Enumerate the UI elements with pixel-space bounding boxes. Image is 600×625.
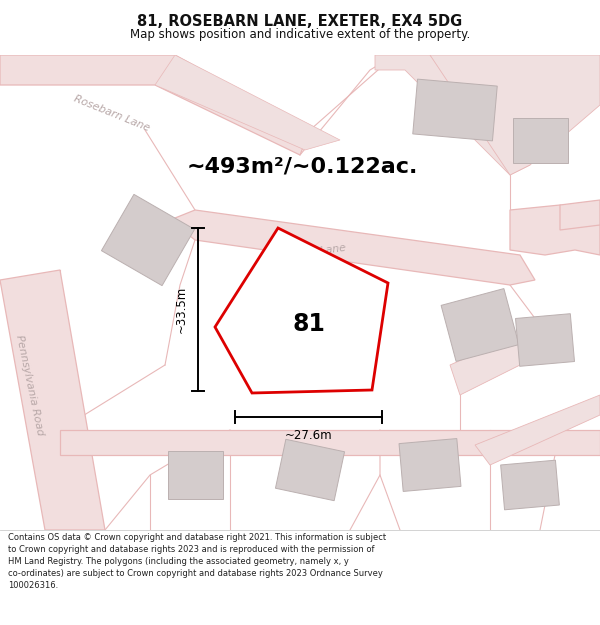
Polygon shape [167,451,223,499]
Polygon shape [275,439,344,501]
Polygon shape [515,314,574,366]
Polygon shape [413,79,497,141]
Polygon shape [155,55,340,150]
Polygon shape [0,270,105,530]
Polygon shape [450,325,560,395]
Polygon shape [399,439,461,491]
Polygon shape [500,460,559,510]
Polygon shape [0,55,310,155]
Text: Rosebarn Lane: Rosebarn Lane [72,93,151,133]
Text: Contains OS data © Crown copyright and database right 2021. This information is : Contains OS data © Crown copyright and d… [8,533,386,591]
Polygon shape [238,316,302,374]
Polygon shape [60,430,600,455]
Text: 81, ROSEBARN LANE, EXETER, EX4 5DG: 81, ROSEBARN LANE, EXETER, EX4 5DG [137,14,463,29]
Polygon shape [512,118,568,162]
Polygon shape [375,55,530,175]
Polygon shape [430,55,600,175]
Polygon shape [510,205,600,255]
Polygon shape [101,194,194,286]
Text: Pennsylvania Road: Pennsylvania Road [14,334,46,436]
Text: Map shows position and indicative extent of the property.: Map shows position and indicative extent… [130,28,470,41]
Polygon shape [475,395,600,465]
Text: Rosebarn Lane: Rosebarn Lane [265,242,347,264]
Text: ~27.6m: ~27.6m [284,429,332,442]
Polygon shape [215,228,388,393]
Polygon shape [170,210,535,285]
Polygon shape [441,289,519,361]
Text: ~33.5m: ~33.5m [175,286,188,333]
Text: 81: 81 [293,312,325,336]
Polygon shape [560,200,600,230]
Text: ~493m²/~0.122ac.: ~493m²/~0.122ac. [187,157,418,177]
